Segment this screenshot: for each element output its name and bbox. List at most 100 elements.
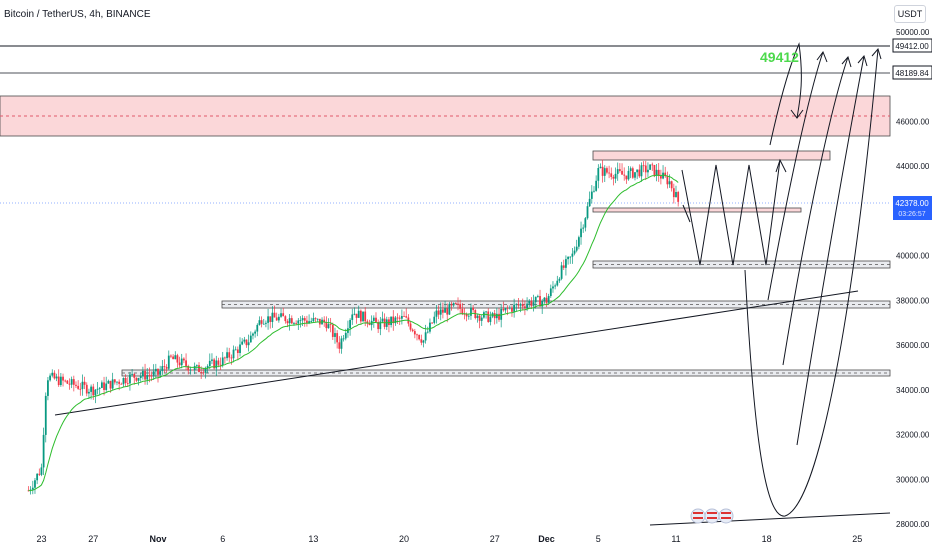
candle-body — [616, 169, 619, 174]
us-flag-icon[interactable] — [704, 508, 720, 524]
candle-body — [470, 307, 472, 316]
candle-body — [228, 352, 231, 358]
candle-body — [513, 304, 516, 312]
candle-body — [185, 360, 187, 366]
candle-body — [204, 368, 207, 373]
candle-body — [191, 369, 194, 371]
arrow-head — [816, 50, 828, 63]
candle-body — [215, 360, 218, 369]
candle-body — [314, 318, 317, 319]
flag-stripe — [707, 512, 717, 514]
candle-body — [670, 181, 673, 189]
candle-body — [435, 310, 438, 317]
candle-body — [344, 332, 347, 339]
price-axis[interactable] — [890, 0, 932, 550]
candle-body — [146, 375, 149, 380]
candle-body — [416, 334, 418, 336]
candle-body — [539, 296, 541, 307]
candle-body — [154, 368, 157, 372]
arrow-head — [775, 158, 787, 173]
candle-body — [437, 310, 440, 315]
candle-body — [431, 322, 434, 324]
candle-body — [608, 172, 610, 174]
candle-body — [489, 316, 492, 322]
candle-body — [610, 173, 613, 177]
candle-body — [543, 297, 546, 302]
candle-body — [666, 176, 669, 185]
candle-body — [170, 355, 172, 357]
candle-body — [552, 286, 554, 289]
y-tick-label: 38000.00 — [896, 296, 930, 305]
arrow-head — [841, 55, 852, 68]
candle-body — [612, 176, 615, 179]
candle-body — [83, 381, 86, 385]
arrow-head — [871, 47, 882, 60]
candle-body — [200, 372, 203, 373]
candle-body — [316, 318, 319, 320]
candle-body — [152, 371, 155, 376]
projection-start — [682, 204, 691, 223]
projection-curve-1 — [769, 42, 802, 146]
arrow-head — [857, 54, 868, 67]
y-tick-label: 32000.00 — [896, 431, 930, 440]
candle-body — [567, 256, 569, 260]
candle-body — [599, 166, 602, 169]
y-tick-label: 50000.00 — [896, 28, 930, 37]
candle-body — [202, 372, 205, 374]
candle-body — [595, 180, 598, 191]
candle-body — [606, 168, 608, 173]
candle-body — [27, 490, 30, 492]
candle-body — [66, 380, 69, 384]
x-tick-label: 27 — [490, 534, 500, 544]
candle-body — [565, 259, 567, 268]
candle-body — [647, 169, 649, 173]
candle-body — [495, 313, 498, 319]
currency-button[interactable]: USDT — [894, 5, 926, 23]
candle-body — [124, 377, 127, 384]
y-tick-label: 30000.00 — [896, 475, 930, 484]
candle-body — [392, 316, 395, 324]
candle-body — [180, 358, 183, 366]
candle-body — [530, 300, 533, 306]
candle-body — [206, 366, 209, 369]
candle-body — [96, 388, 99, 390]
candle-body — [217, 360, 220, 365]
candle-body — [183, 358, 185, 361]
candle-body — [593, 190, 595, 192]
candle-body — [198, 365, 200, 373]
candle-body — [515, 304, 518, 305]
candle-body — [262, 323, 265, 325]
candle-body — [90, 386, 92, 392]
candle-body — [379, 321, 382, 330]
candle-body — [556, 280, 559, 286]
candle-body — [243, 339, 246, 342]
candle-body — [161, 366, 164, 371]
candle-body — [629, 168, 632, 171]
candle-body — [463, 313, 466, 315]
candle-body — [342, 338, 345, 340]
candle-body — [588, 198, 591, 207]
candle-body — [68, 383, 71, 385]
candle-body — [560, 265, 563, 279]
price-label-mid: 48189.84 — [895, 69, 929, 78]
candle-body — [590, 191, 593, 199]
us-flag-icon[interactable] — [690, 508, 706, 524]
candle-body — [148, 375, 151, 376]
candle-body — [448, 303, 451, 315]
candle-body — [116, 381, 118, 383]
current-price-label: 42378.00 — [895, 199, 929, 208]
countdown-label: 03:26:57 — [898, 211, 925, 218]
candle-body — [672, 188, 675, 198]
candle-body — [487, 311, 490, 322]
candle-body — [627, 170, 630, 180]
candle-body — [224, 357, 226, 359]
candle-body — [554, 285, 557, 287]
candle-body — [502, 308, 505, 311]
candle-body — [478, 315, 481, 321]
candle-body — [500, 308, 503, 320]
us-flag-icon[interactable] — [718, 508, 734, 524]
candle-body — [558, 278, 561, 281]
candle-body — [655, 169, 658, 176]
candle-body — [172, 356, 175, 360]
